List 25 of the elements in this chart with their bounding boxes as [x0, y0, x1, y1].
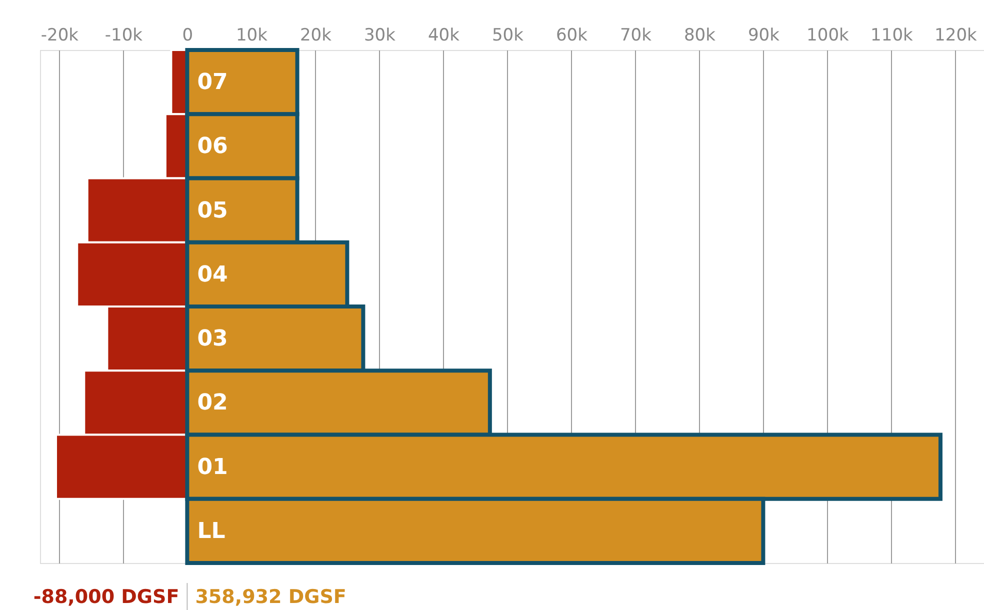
x-tick-label: 60k: [556, 26, 588, 46]
y-tick-label: 03: [197, 326, 228, 352]
x-tick-label: 120k: [934, 26, 977, 46]
x-tick-label: 90k: [748, 26, 780, 46]
x-tick-label: 0: [182, 26, 194, 46]
y-tick-label: 06: [197, 134, 228, 160]
x-tick-label: 50k: [492, 26, 524, 46]
y-tick-label: LL: [197, 518, 226, 544]
y-tick-label: 05: [197, 198, 228, 224]
x-tick-label: 70k: [620, 26, 652, 46]
text: -88,000 DGSF: [33, 586, 180, 608]
x-tick-label: 10k: [236, 26, 268, 46]
x-tick-label: 110k: [870, 26, 913, 46]
x-tick-label: 30k: [364, 26, 396, 46]
y-tick-label: 02: [197, 390, 228, 416]
x-tick-label: 20k: [300, 26, 332, 46]
text: 358,932 DGSF: [195, 586, 346, 608]
y-tick-label: 07: [197, 70, 228, 96]
x-tick-label: 40k: [428, 26, 460, 46]
y-tick-label: 04: [197, 262, 228, 288]
x-tick-label: -20k: [40, 26, 79, 46]
x-tick-label: -10k: [104, 26, 143, 46]
x-tick-label: 80k: [684, 26, 716, 46]
y-tick-label: 01: [197, 454, 228, 480]
x-tick-label: 100k: [806, 26, 849, 46]
